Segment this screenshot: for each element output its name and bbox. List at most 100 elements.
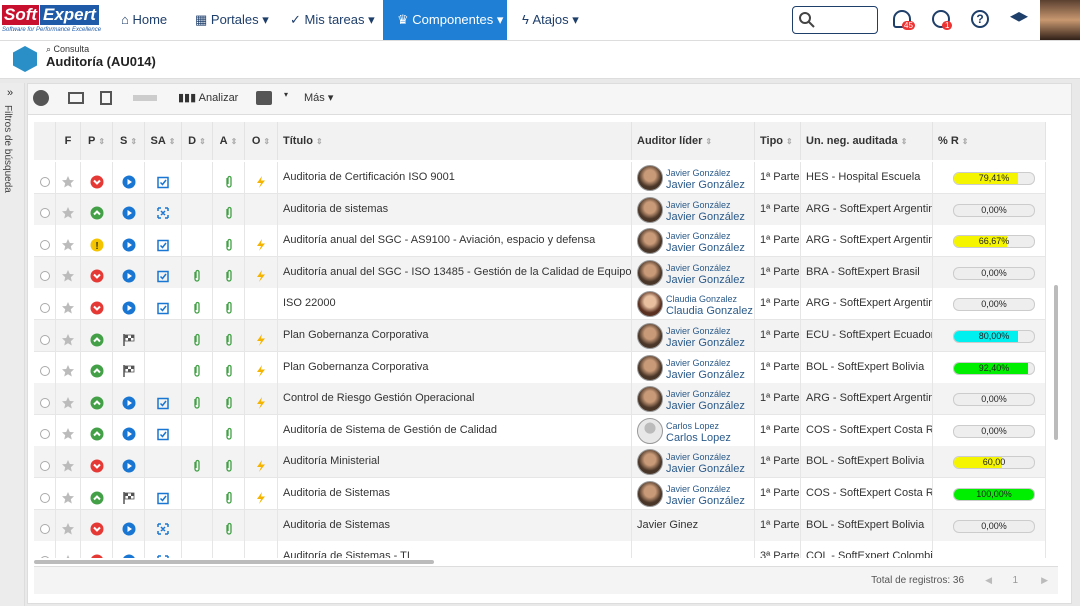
bolt-icon: [254, 487, 268, 504]
cell: [145, 320, 182, 351]
table-row[interactable]: ! Auditoría anual del SGC - AS9100 - Avia…: [34, 225, 1046, 258]
tool-window[interactable]: [68, 92, 84, 104]
business-unit: HES - Hospital Escuela: [806, 171, 921, 183]
auditor-name-small: Javier González: [666, 452, 731, 463]
column-header[interactable]: P ⇕: [81, 122, 113, 160]
audit-type: 1ª Parte: [760, 297, 800, 310]
page-number: 1: [1012, 575, 1018, 586]
table-row[interactable]: Plan Gobernanza Corporativa Javier Gonzál…: [34, 320, 1046, 352]
tool-print-menu[interactable]: ▾: [284, 90, 289, 99]
prev-page[interactable]: ◀: [985, 575, 992, 585]
column-header[interactable]: D ⇕: [182, 122, 213, 160]
column-header[interactable]: Auditor líder ⇕: [632, 122, 755, 160]
tool-view[interactable]: [33, 90, 49, 106]
v-scrollbar[interactable]: [1054, 285, 1058, 440]
auditor-name-small: Javier González: [666, 357, 731, 368]
tool-print[interactable]: [256, 91, 272, 105]
clock-icon[interactable]: [932, 10, 950, 28]
column-header[interactable]: Tipo ⇕: [755, 122, 801, 160]
tool-more[interactable]: Más ▾: [304, 92, 334, 104]
progress-label: 66,67%: [978, 236, 1010, 247]
column-header[interactable]: O ⇕: [245, 122, 278, 160]
column-header[interactable]: F: [56, 122, 81, 160]
table-row[interactable]: Control de Riesgo Gestión Operacional Jav…: [34, 383, 1046, 416]
auditor-name: Javier Ginez: [637, 518, 699, 531]
auditor-avatar: [637, 228, 663, 255]
table-row[interactable]: Auditoria de Certificación ISO 9001 Javie…: [34, 162, 1046, 194]
cell: Javier González Javier González: [632, 320, 755, 351]
logo[interactable]: Soft Expert Software for Performance Exc…: [2, 5, 102, 35]
row-title: Auditoria de Sistemas: [283, 487, 390, 499]
audit-type: 1ª Parte: [760, 518, 800, 531]
table-row[interactable]: ISO 22000 Claudia Gonzalez Claudia Gonzale…: [34, 288, 1046, 321]
audit-type: 1ª Parte: [760, 360, 800, 373]
nav-tareas[interactable]: ✓ Mis tareas ▾: [290, 12, 375, 27]
search-box[interactable]: [792, 6, 878, 34]
cell: 1ª Parte: [755, 225, 801, 257]
business-unit: ARG - SoftExpert Argentina: [806, 297, 933, 310]
priority-icon: [90, 392, 104, 410]
priority-icon: [90, 487, 104, 504]
progress-bar: 0,00%: [953, 298, 1035, 312]
cell: [81, 446, 113, 478]
h-scrollbar[interactable]: [34, 560, 434, 564]
row-title: Auditoria de Sistemas: [283, 518, 390, 531]
cell: ARG - SoftExpert Argentina: [801, 225, 933, 257]
attachment-icon: [222, 171, 236, 188]
progress-fill: [954, 362, 1028, 374]
nav-atajos[interactable]: ϟ Atajos ▾: [522, 12, 579, 27]
cell: Auditoría anual del SGC - AS9100 - Aviac…: [278, 225, 632, 257]
table-row[interactable]: Auditoría Ministerial Javier González Javi…: [34, 446, 1046, 479]
tool-disabled[interactable]: [133, 95, 157, 101]
next-page[interactable]: ▶: [1041, 575, 1048, 585]
column-header[interactable]: Título ⇕: [278, 122, 632, 160]
column-header[interactable]: A ⇕: [213, 122, 245, 160]
cell: [81, 509, 113, 541]
column-header[interactable]: S ⇕: [113, 122, 145, 160]
filter-sidebar[interactable]: » Filtros de búsqueda: [0, 83, 25, 606]
tool-analyze[interactable]: ▮▮▮ Analizar: [178, 92, 239, 104]
cell: [34, 383, 56, 415]
column-label: O: [251, 135, 261, 147]
progress-label: 79,41%: [978, 173, 1010, 183]
cell: [81, 162, 113, 193]
cell: [182, 256, 213, 288]
table-row[interactable]: Plan Gobernanza Corporativa Javier Gonzál…: [34, 351, 1046, 384]
column-header[interactable]: % R ⇕: [933, 122, 1046, 160]
nav-componentes[interactable]: ♛ Componentes ▾: [397, 12, 504, 27]
cell: 92,40%: [933, 351, 1046, 383]
help-icon[interactable]: ?: [971, 10, 989, 28]
cell: 0,00%: [933, 509, 1046, 541]
cell: ECU - SoftExpert Ecuador: [801, 320, 933, 351]
row-radio: [38, 518, 52, 535]
nav-portales[interactable]: ▦ Portales ▾: [195, 12, 269, 27]
cell: 0,00%: [933, 256, 1046, 288]
logo-expert: Expert: [40, 5, 99, 25]
column-label: SA: [150, 135, 166, 147]
table-row[interactable]: Auditoría de Sistemas - TI 3ª Parte COL - …: [34, 541, 1046, 558]
attachment-icon: [222, 297, 236, 314]
cell: [245, 383, 278, 415]
column-header[interactable]: SA ⇕: [145, 122, 182, 160]
cell: [81, 320, 113, 351]
column-header[interactable]: Un. neg. auditada ⇕: [801, 122, 933, 160]
cell: [113, 162, 145, 193]
table-row[interactable]: Auditoria de Sistemas Javier Ginez 1ª Part…: [34, 509, 1046, 542]
cell: 1ª Parte: [755, 320, 801, 351]
progress-label: 100,00%: [976, 489, 1012, 499]
tool-detail[interactable]: [100, 91, 112, 105]
nav-home[interactable]: ⌂ Home: [121, 12, 168, 27]
auditor-name: Carlos Lopez: [666, 431, 731, 444]
table-row[interactable]: Auditoría de Sistema de Gestión de Calid…: [34, 414, 1046, 447]
status-icon: [122, 455, 136, 473]
audit-type: 1ª Parte: [760, 265, 800, 278]
priority-icon: [90, 297, 104, 315]
academy-icon[interactable]: [1010, 12, 1028, 22]
cell: [81, 478, 113, 509]
table-row[interactable]: Auditoria de sistemas Javier González Javi…: [34, 193, 1046, 226]
table-row[interactable]: Auditoria de Sistemas Javier González Javi…: [34, 478, 1046, 510]
cell: Auditoría Ministerial: [278, 446, 632, 478]
cell: 3ª Parte: [755, 541, 801, 558]
table-row[interactable]: Auditoría anual del SGC - ISO 13485 - Ge…: [34, 256, 1046, 289]
user-avatar[interactable]: [1040, 0, 1080, 40]
